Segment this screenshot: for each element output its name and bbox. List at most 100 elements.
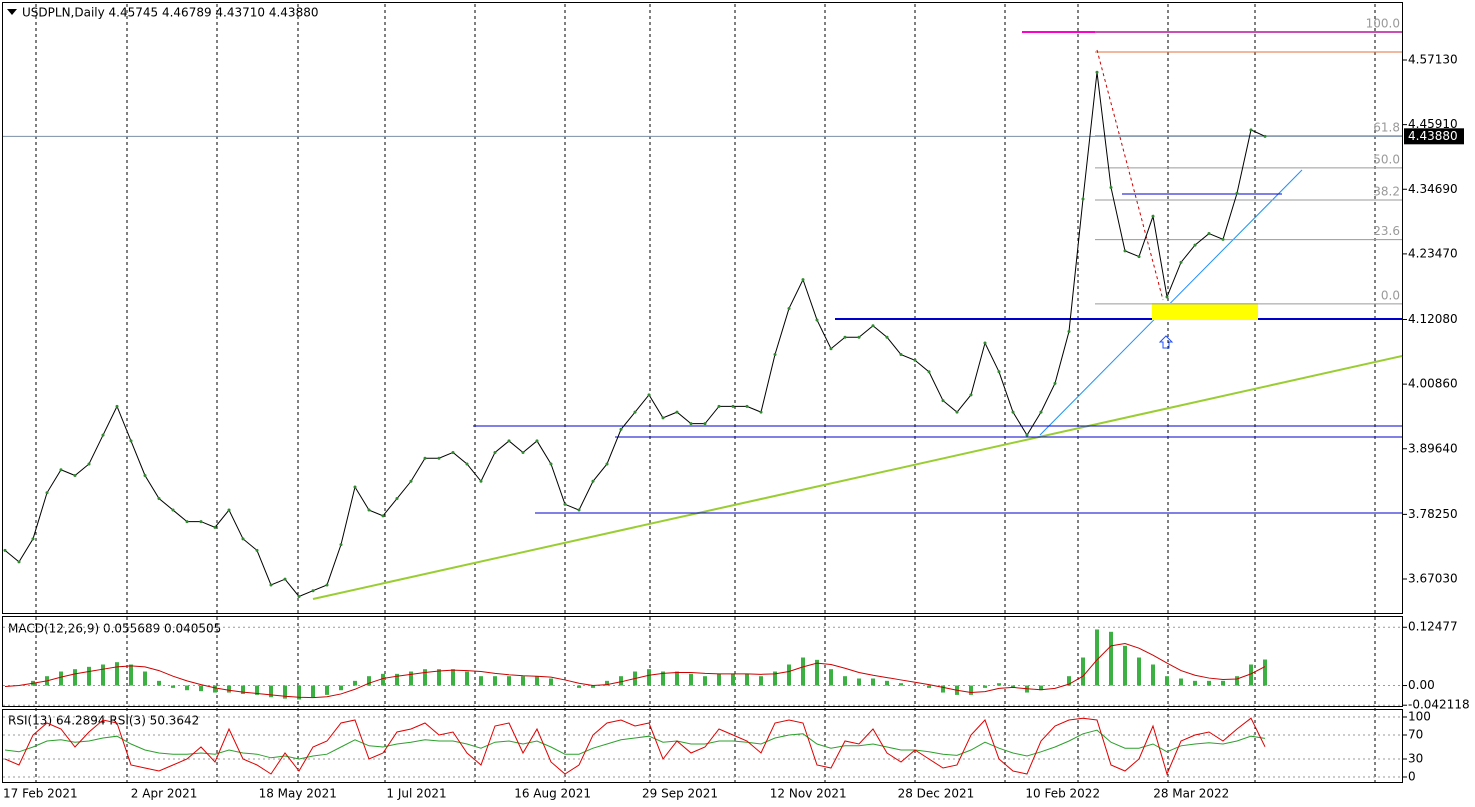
macd-bar [325, 685, 329, 695]
price-point [885, 335, 889, 339]
macd-bar [703, 676, 707, 686]
macd-bar [647, 669, 651, 686]
price-point [1011, 410, 1015, 414]
macd-bar [675, 671, 679, 686]
price-point [983, 341, 987, 345]
price-point [157, 497, 161, 501]
price-point [815, 318, 819, 322]
macd-bar [1221, 680, 1225, 686]
fib-label: 38.2 [1373, 184, 1400, 198]
price-point [787, 306, 791, 310]
price-point [997, 370, 1001, 374]
x-tick-label: 12 Nov 2021 [770, 787, 847, 801]
trend-line [1039, 169, 1303, 436]
y-tick-label: 0.12477 [1408, 620, 1458, 634]
price-point [1039, 410, 1043, 414]
macd-bar [1039, 685, 1043, 691]
macd-bar [73, 669, 77, 686]
y-tick-label: 4.45910 [1408, 117, 1458, 131]
price-point [1235, 191, 1239, 195]
price-point [689, 422, 693, 426]
price-point [969, 393, 973, 397]
macd-bar [465, 671, 469, 686]
macd-bar [507, 676, 511, 686]
macd-bar [283, 685, 287, 699]
macd-bar [171, 685, 175, 688]
macd-bar [801, 657, 805, 686]
macd-bar [1249, 664, 1253, 686]
macd-bar [731, 673, 735, 686]
macd-bar [367, 676, 371, 686]
macd-bar [941, 685, 945, 693]
highlight-zone [1152, 303, 1258, 320]
price-point [465, 462, 469, 466]
macd-bar [745, 673, 749, 686]
macd-signal [4, 642, 1266, 699]
macd-bar [227, 685, 231, 693]
price-pane [2, 2, 1403, 614]
macd-bar [885, 680, 889, 686]
price-point [87, 462, 91, 466]
macd-bar [969, 685, 973, 695]
macd-bar [199, 685, 203, 692]
price-point [717, 404, 721, 408]
x-tick-label: 28 Dec 2021 [898, 787, 975, 801]
price-point [829, 347, 833, 351]
macd-bar [437, 669, 441, 686]
menu-arrow[interactable] [7, 9, 17, 15]
y-tick-label: 4.57130 [1408, 52, 1458, 66]
price-point [241, 537, 245, 541]
y-tick-label: -0.042118 [1408, 698, 1470, 712]
macd-bar [689, 673, 693, 686]
fib-label: 23.6 [1373, 224, 1400, 238]
macd-bar [661, 671, 665, 686]
price-point [31, 537, 35, 541]
price-point [605, 462, 609, 466]
y-tick-label: 3.67030 [1408, 572, 1458, 586]
price-point [563, 502, 567, 506]
macd-bar [1123, 645, 1127, 686]
price-point [395, 497, 399, 501]
macd-bar [339, 685, 343, 691]
price-point [1095, 70, 1099, 74]
y-tick-label: 70 [1408, 728, 1423, 742]
price-point [45, 491, 49, 495]
price-point [759, 410, 763, 414]
price-point [913, 358, 917, 362]
macd-bar [1151, 664, 1155, 686]
y-tick-label: 0.00 [1408, 678, 1435, 692]
macd-bar [899, 683, 903, 686]
macd-bar [479, 676, 483, 686]
macd-title: MACD(12,26,9) 0.055689 0.040505 [8, 622, 221, 636]
price-point [143, 473, 147, 477]
y-tick-label: 3.78250 [1408, 507, 1458, 521]
macd-bar [549, 678, 553, 686]
macd-bar [255, 685, 259, 695]
macd-bar [311, 685, 315, 698]
price-point [17, 560, 21, 564]
macd-bar [395, 673, 399, 686]
price-point [1151, 214, 1155, 218]
price-point [255, 548, 259, 552]
price-point [577, 508, 581, 512]
rsi-pane [2, 709, 1403, 783]
macd-bar [717, 673, 721, 686]
x-tick-label: 2 Apr 2021 [131, 787, 198, 801]
price-point [423, 456, 427, 460]
price-point [773, 353, 777, 357]
macd-bar [591, 685, 595, 688]
price-point [381, 514, 385, 518]
x-tick-label: 28 Mar 2022 [1153, 787, 1229, 801]
price-point [1081, 197, 1085, 201]
x-tick-label: 16 Aug 2021 [514, 787, 591, 801]
fib-trend [1096, 49, 1164, 301]
price-point [941, 399, 945, 403]
rsi-line [4, 729, 1266, 760]
macd-bar [213, 685, 217, 693]
price-point [101, 433, 105, 437]
macd-bar [423, 669, 427, 686]
fib-label: 100.0 [1366, 16, 1400, 30]
price-point [535, 439, 539, 443]
price-point [1179, 260, 1183, 264]
